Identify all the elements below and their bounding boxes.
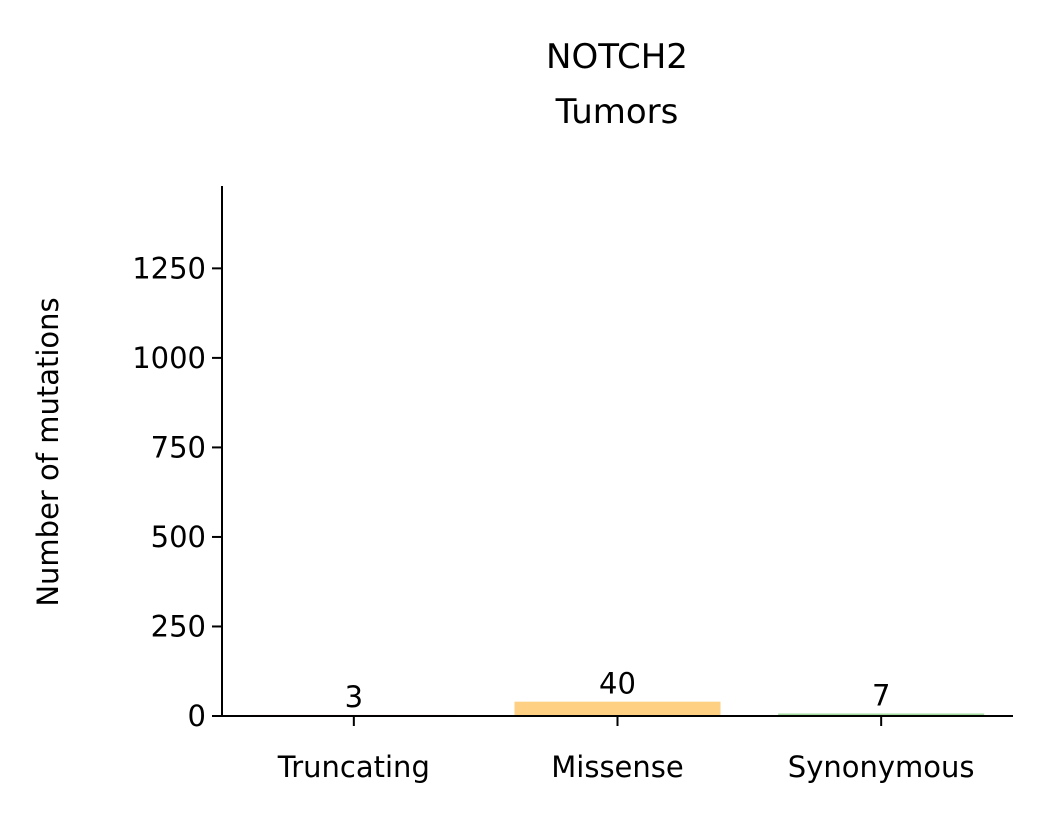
data-label-truncating: 3: [345, 680, 363, 714]
data-label-synonymous: 7: [872, 678, 890, 712]
data-label-missense: 40: [599, 667, 636, 701]
bar-synonymous: [778, 713, 985, 716]
y-tick-label-1000: 1000: [132, 341, 206, 375]
chart-title-line-2: Tumors: [555, 92, 679, 132]
bar-missense: [514, 701, 721, 716]
y-tick-label-1250: 1250: [132, 251, 206, 285]
y-tick-label-250: 250: [151, 609, 206, 643]
x-tick-label-synonymous: Synonymous: [788, 750, 975, 784]
plot-area: 3 Truncating 40 Missense 7 Synonymous 0 250 500 7…: [132, 186, 1013, 784]
y-tick-label-0: 0: [188, 699, 206, 733]
chart-title-line-1: NOTCH2: [546, 37, 688, 77]
y-axis-label: Number of mutations: [31, 297, 65, 606]
x-tick-label-truncating: Truncating: [277, 750, 430, 784]
x-tick-label-missense: Missense: [551, 750, 683, 784]
y-tick-label-750: 750: [151, 430, 206, 464]
y-tick-label-500: 500: [151, 520, 206, 554]
